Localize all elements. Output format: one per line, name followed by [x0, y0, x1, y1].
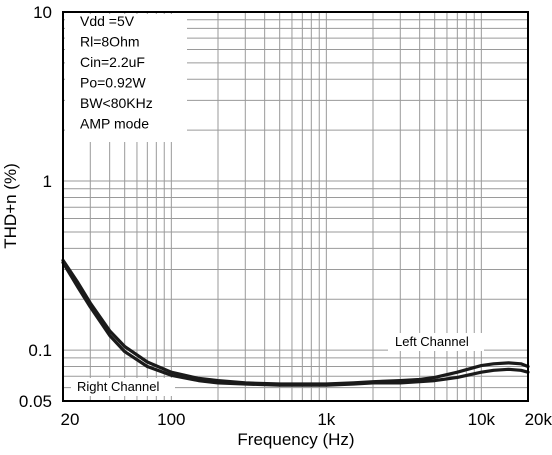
series-label-bg — [388, 333, 484, 351]
curves — [61, 258, 530, 387]
condition-line: Rl=8Ohm — [80, 34, 140, 50]
series-label-left-channel: Left Channel — [395, 334, 469, 349]
series-labels: Left Channel Right Channel — [71, 333, 484, 396]
y-tick-labels: 0.05 0.1 1 10 — [19, 3, 52, 411]
condition-line: Cin=2.2uF — [80, 54, 145, 70]
series-label-bg — [71, 378, 175, 396]
condition-line: AMP mode — [80, 116, 149, 132]
x-tick-label: 20k — [525, 410, 552, 429]
conditions-annotations: Vdd =5V Rl=8Ohm Cin=2.2uF Po=0.92W BW<80KHz A… — [80, 13, 153, 132]
x-tick-label: 1k — [317, 410, 335, 429]
x-tick-labels: 20 100 1k 10k 20k — [61, 410, 552, 429]
x-tick-label: 100 — [157, 410, 185, 429]
x-tick-label: 20 — [61, 410, 80, 429]
x-tick-label: 10k — [468, 410, 496, 429]
series-line-left-channel — [61, 258, 530, 386]
y-tick-label: 0.05 — [19, 392, 52, 411]
condition-line: Po=0.92W — [80, 75, 147, 91]
x-axis-label: Frequency (Hz) — [237, 430, 354, 449]
plot-frame — [62, 11, 529, 402]
condition-line: Vdd =5V — [80, 13, 135, 29]
series-label-right-channel: Right Channel — [77, 379, 159, 394]
y-tick-label: 1 — [43, 172, 52, 191]
condition-line: BW<80KHz — [80, 95, 153, 111]
y-tick-label: 10 — [33, 3, 52, 22]
y-tick-label: 0.1 — [28, 341, 52, 360]
series-line-right-channel — [61, 260, 530, 387]
conditions-box — [65, 14, 187, 142]
y-axis-label: THD+n (%) — [1, 163, 20, 248]
